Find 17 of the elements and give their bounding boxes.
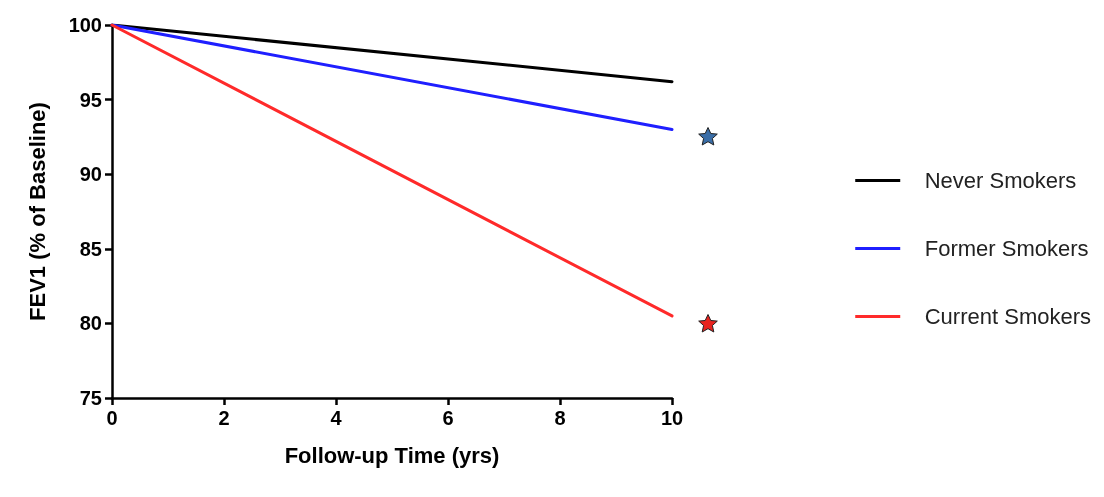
y-tick-label: 75 <box>79 387 102 409</box>
x-tick-label: 6 <box>442 407 454 429</box>
x-tick-label: 4 <box>330 407 343 429</box>
x-tick-label: 8 <box>554 407 566 429</box>
y-tick-label: 90 <box>79 163 102 186</box>
x-tick-label: 2 <box>218 407 230 429</box>
y-tick-label: 85 <box>79 237 102 260</box>
x-tick-label: 10 <box>660 407 684 429</box>
x-axis-title: Follow-up Time (yrs) <box>284 442 500 468</box>
y-tick-label: 80 <box>79 312 102 335</box>
legend-label: Current Smokers <box>924 304 1092 329</box>
y-tick-label: 100 <box>68 14 102 36</box>
x-tick-label: 0 <box>106 407 118 429</box>
legend-label: Former Smokers <box>924 236 1089 261</box>
legend-label: Never Smokers <box>924 168 1077 193</box>
y-tick-label: 95 <box>79 88 102 111</box>
y-axis-title: FEV1 (% of Baseline) <box>24 102 50 321</box>
